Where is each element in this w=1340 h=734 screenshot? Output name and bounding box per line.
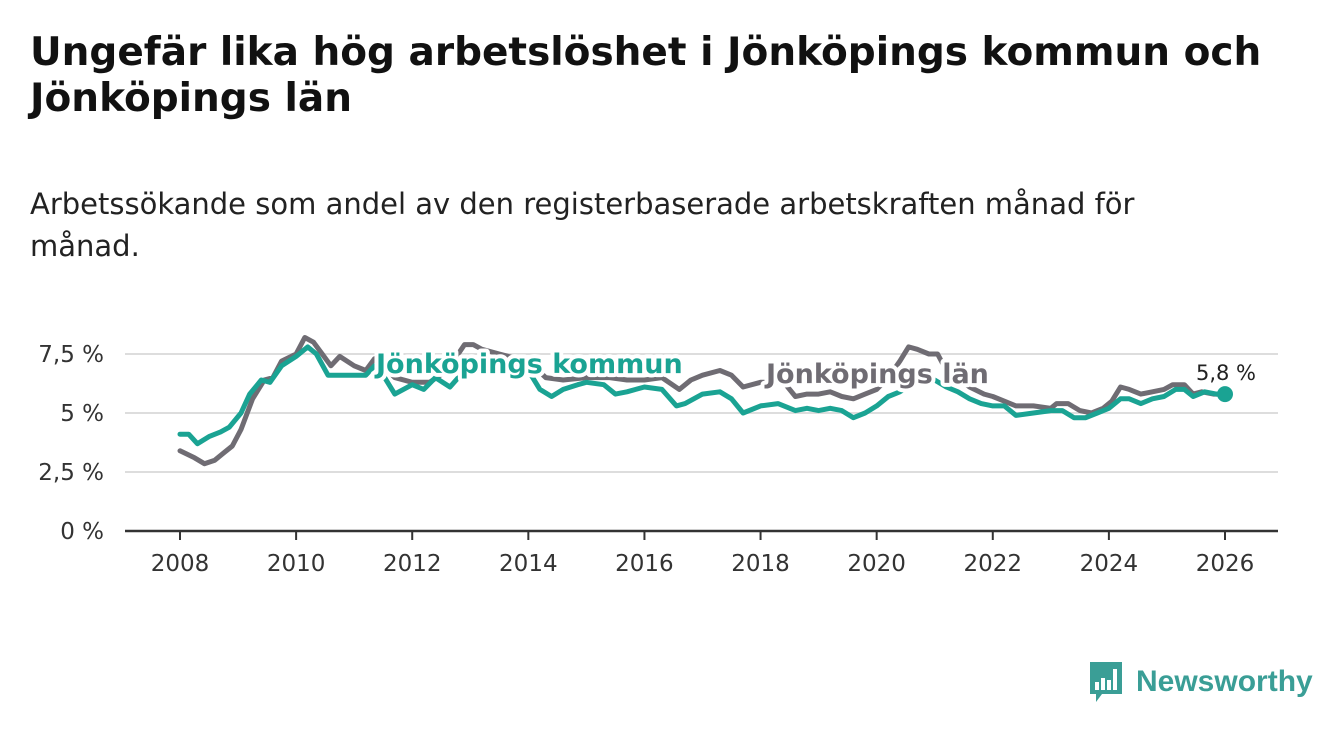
x-tick-label: 2026 xyxy=(1196,551,1255,577)
x-tick-label: 2014 xyxy=(499,551,558,577)
x-tick-label: 2010 xyxy=(267,551,326,577)
y-tick-label: 7,5 % xyxy=(38,342,104,368)
series-lines xyxy=(177,335,1233,467)
x-tick-label: 2016 xyxy=(615,551,674,577)
y-axis-labels: 0 % 2,5 % 5 % 7,5 % xyxy=(38,342,104,545)
series-label-kommun: Jönköpings kommun xyxy=(374,349,683,380)
series-line-jönköpings-kommun xyxy=(177,344,1228,447)
chart-title: Ungefär lika hög arbetslöshet i Jönköpin… xyxy=(30,30,1262,121)
series-label-lan: Jönköpings län xyxy=(764,359,989,390)
chart-subtitle: Arbetssökande som andel av den registerb… xyxy=(30,187,1135,263)
newsworthy-logo-icon xyxy=(1090,662,1122,702)
x-tick-label: 2012 xyxy=(383,551,442,577)
x-tick-label: 2008 xyxy=(151,551,210,577)
y-tick-label: 2,5 % xyxy=(38,460,104,486)
y-tick-label: 0 % xyxy=(60,519,104,545)
y-tick-label: 5 % xyxy=(60,401,104,427)
x-tick-label: 2018 xyxy=(731,551,790,577)
x-tick-label: 2024 xyxy=(1080,551,1139,577)
end-value-label: 5,8 % xyxy=(1196,361,1256,385)
x-axis: 2008 2010 2012 2014 2016 2018 2020 2022 2024 2026 xyxy=(125,529,1278,577)
end-value-marker xyxy=(1217,386,1233,403)
series-line-jönköpings-län xyxy=(177,335,1228,467)
series-labels: Jönköpings kommun Jönköpings län 5,8 % xyxy=(370,345,1260,394)
brand-name: Newsworthy xyxy=(1136,665,1313,698)
x-tick-label: 2022 xyxy=(964,551,1023,577)
newsworthy-brand: Newsworthy xyxy=(1088,660,1313,704)
x-tick-label: 2020 xyxy=(847,551,906,577)
gridlines xyxy=(125,353,1278,473)
